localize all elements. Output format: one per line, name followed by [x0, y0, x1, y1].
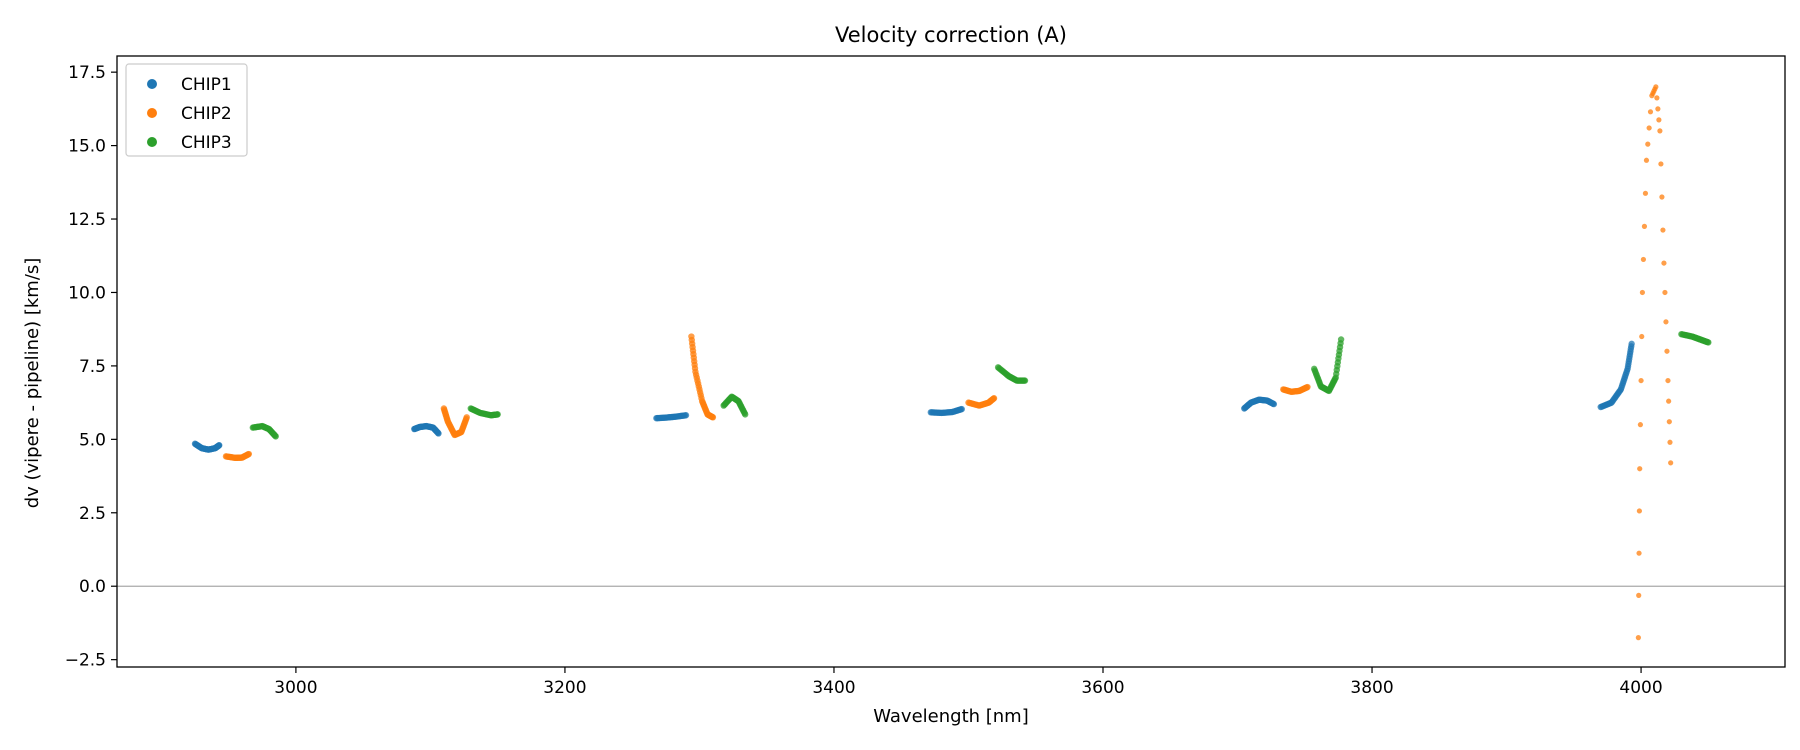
data-point: [1639, 333, 1645, 340]
x-tick-label: 3000: [274, 678, 317, 698]
data-point: [1646, 125, 1652, 131]
legend-label: CHIP3: [181, 133, 232, 153]
data-point: [682, 412, 690, 419]
legend-marker: [147, 108, 157, 118]
legend-marker: [147, 79, 157, 89]
y-tick-label: 17.5: [68, 63, 106, 83]
data-point: [463, 414, 470, 421]
legend: CHIP1 CHIP2 CHIP3: [125, 63, 248, 157]
data-point: [1660, 227, 1666, 233]
data-point: [1636, 550, 1642, 556]
y-tick-label: −2.5: [65, 651, 106, 671]
data-point: [1021, 377, 1029, 384]
data-point: [1635, 635, 1641, 641]
y-axis: −2.5 0.0 2.5 5.0 7.5 10.0 12.5 15.0 17.5: [65, 63, 117, 671]
data-point: [1655, 106, 1661, 112]
series-chip3: [249, 330, 1712, 440]
series-chip1: [191, 340, 1635, 453]
data-point: [1657, 128, 1663, 134]
legend-marker: [147, 137, 157, 147]
data-point: [741, 411, 749, 418]
data-point: [1638, 377, 1644, 384]
x-tick-label: 3200: [543, 678, 586, 698]
y-tick-label: 5.0: [79, 430, 106, 450]
data-point: [1654, 95, 1660, 101]
data-point: [1337, 336, 1345, 343]
x-tick-label: 3400: [812, 678, 855, 698]
data-point: [1664, 348, 1670, 354]
plot-frame: [116, 55, 1786, 668]
data-point: [1661, 260, 1667, 266]
data-point: [1663, 319, 1669, 325]
data-point: [435, 430, 442, 437]
y-tick-label: 10.0: [68, 283, 106, 303]
x-tick-label: 3600: [1081, 678, 1124, 698]
data-point: [1304, 383, 1311, 391]
plot-area: [117, 84, 1785, 641]
data-point: [1637, 422, 1643, 428]
data-point: [1653, 84, 1659, 90]
data-point: [1705, 339, 1712, 346]
legend-box: [125, 63, 248, 157]
data-point: [1656, 117, 1662, 123]
chart-title: Velocity correction (A): [835, 23, 1067, 47]
data-point: [494, 411, 501, 418]
data-point: [1647, 109, 1654, 115]
y-tick-label: 0.0: [79, 577, 106, 597]
data-point: [1666, 398, 1672, 404]
data-point: [1666, 419, 1672, 425]
data-point: [1639, 289, 1646, 296]
y-tick-label: 2.5: [79, 504, 106, 524]
data-point: [1628, 340, 1635, 348]
data-point: [1636, 592, 1642, 599]
data-point: [1637, 466, 1643, 472]
data-point: [1658, 161, 1664, 167]
data-point: [1645, 141, 1651, 147]
data-point: [1643, 157, 1650, 163]
data-point: [1659, 194, 1665, 200]
data-point: [1640, 256, 1647, 263]
data-point: [1270, 400, 1278, 408]
y-tick-label: 7.5: [79, 357, 106, 377]
data-point: [1642, 190, 1649, 196]
series-chip2: [222, 84, 1674, 641]
data-point: [1636, 508, 1642, 514]
data-point: [990, 395, 998, 402]
data-point: [709, 414, 717, 421]
y-tick-label: 15.0: [68, 137, 106, 157]
data-point: [1665, 377, 1671, 384]
x-axis: 3000 3200 3400 3600 3800 4000: [274, 667, 1663, 698]
x-tick-label: 3800: [1350, 678, 1393, 698]
data-point: [245, 450, 253, 458]
data-point: [1668, 460, 1674, 466]
legend-label: CHIP2: [181, 104, 232, 124]
data-point: [1667, 439, 1673, 445]
data-point: [958, 405, 965, 413]
legend-label: CHIP1: [181, 75, 232, 95]
y-axis-label: dv (vipere - pipeline) [km/s]: [22, 258, 43, 509]
data-point: [272, 433, 279, 440]
x-tick-label: 4000: [1619, 678, 1662, 698]
y-tick-label: 12.5: [68, 210, 106, 230]
data-point: [216, 442, 223, 449]
x-axis-label: Wavelength [nm]: [873, 706, 1029, 727]
data-point: [1662, 289, 1668, 296]
data-point: [1641, 223, 1648, 229]
